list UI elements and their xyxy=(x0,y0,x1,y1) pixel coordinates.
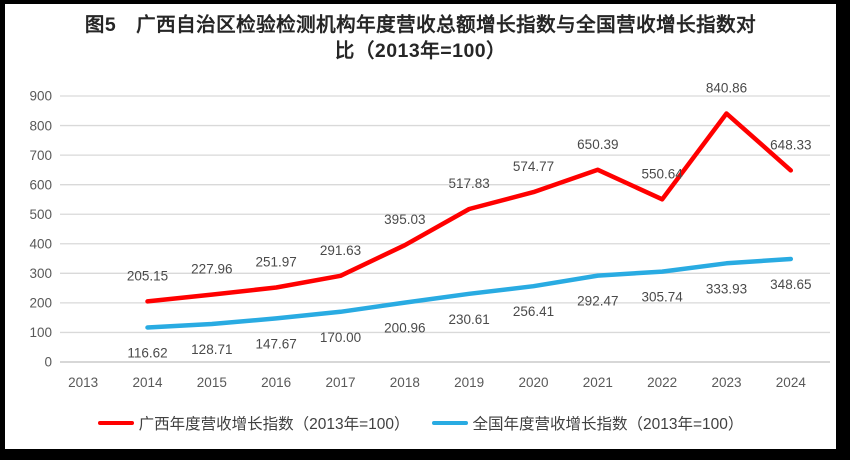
x-axis-tick-label: 2022 xyxy=(647,375,677,390)
data-label-1: 200.96 xyxy=(384,321,425,336)
data-label-0: 205.15 xyxy=(127,268,168,283)
legend-swatch-national xyxy=(431,420,468,426)
legend-item-national: 全国年度营收增长指数（2013年=100） xyxy=(431,412,744,434)
data-label-1: 348.65 xyxy=(770,277,811,292)
data-label-0: 650.39 xyxy=(577,137,618,152)
y-axis-tick-label: 800 xyxy=(29,118,52,133)
data-label-1: 128.71 xyxy=(191,342,232,357)
y-axis-tick-label: 0 xyxy=(44,355,52,370)
data-label-0: 291.63 xyxy=(320,243,361,258)
x-axis-tick-label: 2013 xyxy=(68,375,98,390)
y-axis-tick-label: 500 xyxy=(29,207,52,222)
y-axis-tick-label: 100 xyxy=(29,325,52,340)
data-label-1: 116.62 xyxy=(127,346,167,361)
chart-legend: 广西年度营收增长指数（2013年=100） 全国年度营收增长指数（2013年=1… xyxy=(5,410,836,436)
x-axis-tick-label: 2016 xyxy=(261,375,291,390)
data-label-0: 517.83 xyxy=(449,176,490,191)
legend-swatch-guangxi xyxy=(97,420,134,426)
x-axis-tick-label: 2017 xyxy=(325,375,355,390)
x-axis-tick-label: 2019 xyxy=(454,375,484,390)
data-label-1: 230.61 xyxy=(449,312,490,327)
series-line-0 xyxy=(145,111,794,304)
x-axis-tick-label: 2018 xyxy=(390,375,420,390)
y-axis-tick-label: 700 xyxy=(29,148,52,163)
data-label-1: 170.00 xyxy=(320,330,361,345)
data-label-0: 840.86 xyxy=(706,80,747,95)
data-label-0: 574.77 xyxy=(513,159,554,174)
data-label-0: 227.96 xyxy=(191,262,232,277)
legend-label-national: 全国年度营收增长指数（2013年=100） xyxy=(472,416,744,433)
y-axis-tick-label: 600 xyxy=(29,177,52,192)
chart-title: 图5 广西自治区检验检测机构年度营收总额增长指数与全国营收增长指数对 比（2013… xyxy=(5,12,836,64)
data-label-0: 550.64 xyxy=(642,166,684,181)
chart-title-line2: 比（2013年=100） xyxy=(334,40,507,62)
y-axis-tick-label: 200 xyxy=(29,296,52,311)
x-axis-tick-label: 2015 xyxy=(197,375,227,390)
data-label-1: 292.47 xyxy=(577,294,618,309)
y-axis-tick-label: 300 xyxy=(29,266,52,281)
legend-label-guangxi: 广西年度营收增长指数（2013年=100） xyxy=(138,416,410,433)
x-axis-tick-label: 2024 xyxy=(776,375,807,390)
x-axis-tick-label: 2014 xyxy=(132,375,163,390)
data-label-0: 251.97 xyxy=(256,255,297,270)
line-chart: 0 100 200 300 400 500 600 700 800 900 2013 2014 2015… xyxy=(29,80,830,390)
data-label-1: 256.41 xyxy=(513,304,554,319)
x-axis-tick-label: 2021 xyxy=(583,375,613,390)
chart-title-line1: 图5 广西自治区检验检测机构年度营收总额增长指数与全国营收增长指数对 xyxy=(84,14,757,36)
x-axis-tick-label: 2020 xyxy=(518,375,548,390)
series-line-1 xyxy=(145,256,794,330)
y-axis-tick-label: 900 xyxy=(29,89,52,104)
y-axis-tick-label: 400 xyxy=(29,237,52,252)
data-label-0: 395.03 xyxy=(384,212,425,227)
data-label-1: 147.67 xyxy=(256,336,297,351)
data-label-0: 648.33 xyxy=(770,137,811,152)
data-label-1: 305.74 xyxy=(642,290,684,305)
x-axis-tick-label: 2023 xyxy=(711,375,741,390)
data-label-1: 333.93 xyxy=(706,281,747,296)
legend-item-guangxi: 广西年度营收增长指数（2013年=100） xyxy=(97,412,410,434)
